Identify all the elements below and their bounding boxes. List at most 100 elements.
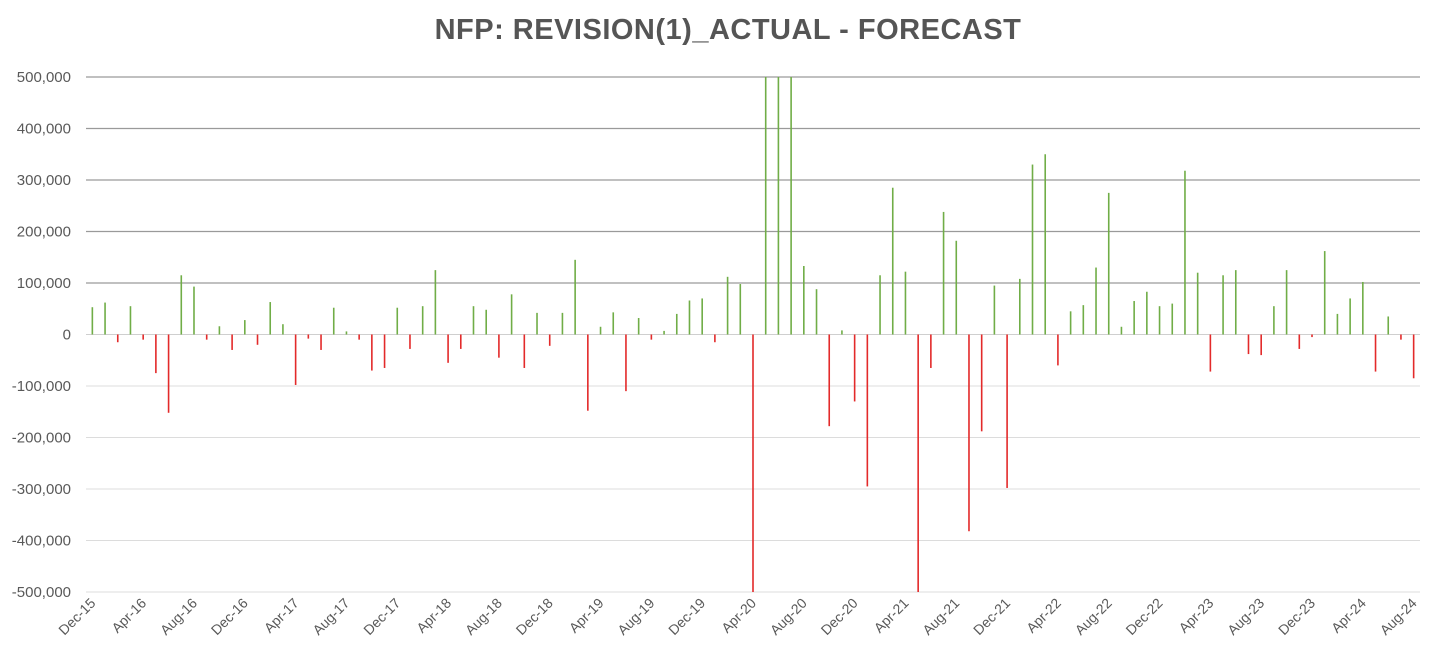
y-tick-label: -100,000 [12, 378, 71, 395]
bar [968, 334, 970, 532]
bar [904, 271, 907, 335]
y-tick-label: 0 [63, 327, 71, 344]
bar [1184, 170, 1186, 335]
y-tick-label: 500,000 [17, 69, 71, 86]
x-tick-label: Dec-21 [970, 595, 1013, 638]
bar [1387, 316, 1390, 335]
x-tick-label: Apr-16 [108, 595, 149, 636]
y-tick-label: 300,000 [17, 172, 71, 189]
x-tick-label: Dec-19 [665, 595, 708, 638]
bar [701, 298, 703, 335]
bar [1247, 334, 1250, 355]
bar [803, 266, 805, 335]
x-tick-label: Apr-24 [1328, 595, 1369, 636]
bar [891, 187, 894, 335]
bar [752, 334, 754, 592]
bar [269, 302, 272, 335]
bar [396, 307, 399, 335]
x-tick-label: Apr-20 [718, 595, 759, 636]
bar [1336, 313, 1339, 335]
bar [345, 331, 348, 335]
x-tick-label: Aug-21 [919, 595, 962, 638]
x-tick-label: Apr-19 [566, 595, 607, 636]
y-tick-label: 200,000 [17, 224, 71, 241]
x-tick-label: Aug-20 [767, 595, 810, 638]
bar [142, 334, 144, 340]
bar [1311, 334, 1313, 338]
bar [828, 334, 831, 427]
bars [91, 77, 1415, 592]
bar [205, 334, 208, 340]
bar [866, 334, 869, 487]
x-tick-label: Aug-16 [157, 595, 200, 638]
x-tick-label: Dec-23 [1275, 595, 1318, 638]
bar [320, 334, 322, 350]
bar [1285, 270, 1288, 335]
bar [764, 77, 767, 335]
x-tick-label: Aug-19 [614, 595, 657, 638]
bar [1171, 303, 1174, 335]
bar [574, 259, 576, 335]
bar [1069, 311, 1072, 335]
bar [282, 324, 284, 335]
bar [599, 326, 602, 335]
bar [1006, 334, 1008, 488]
bar [663, 330, 665, 335]
bar [980, 334, 983, 432]
y-axis-tick-labels: 500,000 400,000 300,000 200,000 100,000 0 -100… [12, 69, 71, 601]
bar [1260, 334, 1262, 356]
bar [790, 77, 792, 335]
x-axis-tick-labels: Dec-15 Apr-16 Aug-16 Dec-16 Apr-17 Aug-17 Dec-… [55, 595, 1420, 638]
x-tick-label: Aug-23 [1224, 595, 1267, 638]
x-tick-label: Dec-17 [360, 595, 403, 638]
bar [193, 286, 195, 335]
bar [294, 334, 297, 385]
bar [91, 307, 94, 335]
x-tick-label: Apr-21 [871, 595, 912, 636]
bar [459, 334, 462, 349]
bar [1057, 334, 1059, 366]
bar [1107, 192, 1110, 335]
x-tick-label: Aug-17 [309, 595, 352, 638]
bar [688, 300, 691, 335]
bar [472, 306, 475, 335]
bar [1362, 281, 1364, 335]
bar [1082, 305, 1085, 335]
bar [167, 334, 170, 413]
bar [815, 289, 818, 335]
bar [930, 334, 932, 368]
bar [777, 77, 780, 335]
y-tick-label: -500,000 [12, 584, 71, 601]
bar [498, 334, 500, 358]
bar [548, 334, 551, 346]
bar [587, 334, 589, 411]
bar [371, 334, 373, 371]
bar [218, 326, 221, 335]
bar [917, 334, 919, 592]
bar [1019, 278, 1021, 335]
bar [879, 275, 881, 335]
y-tick-label: -400,000 [12, 533, 71, 550]
bar [409, 334, 411, 349]
bar [523, 334, 526, 368]
chart-title: NFP: REVISION(1)_ACTUAL - FORECAST [434, 14, 1022, 46]
bar [726, 276, 729, 335]
bar [561, 312, 564, 335]
bar [155, 334, 157, 374]
bar [383, 334, 386, 368]
bar [1133, 301, 1135, 335]
bar [625, 334, 627, 392]
x-tick-label: Apr-23 [1175, 595, 1216, 636]
bar [104, 302, 106, 335]
bar [650, 334, 653, 340]
bar [942, 211, 945, 335]
bar [1273, 306, 1275, 335]
x-tick-label: Aug-22 [1072, 595, 1115, 638]
bar [1196, 272, 1199, 335]
bar [536, 312, 538, 335]
bar [675, 313, 678, 335]
y-tick-label: -200,000 [12, 430, 71, 447]
bar [955, 240, 958, 335]
bar [447, 334, 449, 363]
